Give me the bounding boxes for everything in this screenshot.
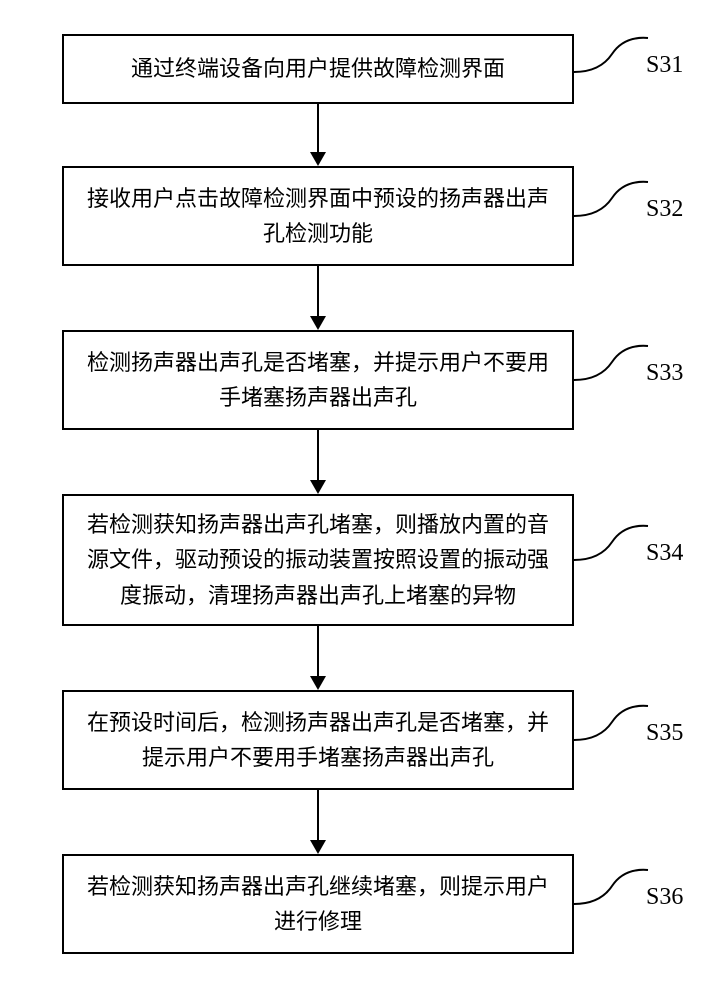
arrow-line xyxy=(317,266,319,316)
arrow-head xyxy=(310,316,326,330)
arrow-head xyxy=(310,676,326,690)
connector-curve-s36 xyxy=(572,862,650,916)
step-label-s35: S35 xyxy=(646,720,683,747)
flow-node-s36: 若检测获知扬声器出声孔继续堵塞，则提示用户进行修理 xyxy=(62,854,574,954)
node-text: 若检测获知扬声器出声孔堵塞，则播放内置的音源文件，驱动预设的振动装置按照设置的振… xyxy=(84,507,552,613)
step-label-s36: S36 xyxy=(646,884,683,911)
node-text: 检测扬声器出声孔是否堵塞，并提示用户不要用手堵塞扬声器出声孔 xyxy=(84,345,552,415)
flowchart-canvas: 通过终端设备向用户提供故障检测界面 S31 接收用户点击故障检测界面中预设的扬声… xyxy=(0,0,722,1000)
connector-curve-s32 xyxy=(572,174,650,228)
flow-node-s34: 若检测获知扬声器出声孔堵塞，则播放内置的音源文件，驱动预设的振动装置按照设置的振… xyxy=(62,494,574,626)
arrow-head xyxy=(310,152,326,166)
node-text: 在预设时间后，检测扬声器出声孔是否堵塞，并提示用户不要用手堵塞扬声器出声孔 xyxy=(84,705,552,775)
arrow-line xyxy=(317,790,319,840)
arrow-line xyxy=(317,104,319,152)
step-label-s32: S32 xyxy=(646,196,683,223)
step-label-s31: S31 xyxy=(646,52,683,79)
flow-node-s31: 通过终端设备向用户提供故障检测界面 xyxy=(62,34,574,104)
node-text: 接收用户点击故障检测界面中预设的扬声器出声孔检测功能 xyxy=(84,181,552,251)
connector-curve-s33 xyxy=(572,338,650,392)
connector-curve-s35 xyxy=(572,698,650,752)
arrow-line xyxy=(317,626,319,676)
node-text: 若检测获知扬声器出声孔继续堵塞，则提示用户进行修理 xyxy=(84,869,552,939)
step-label-s34: S34 xyxy=(646,540,683,567)
arrow-head xyxy=(310,480,326,494)
flow-node-s33: 检测扬声器出声孔是否堵塞，并提示用户不要用手堵塞扬声器出声孔 xyxy=(62,330,574,430)
flow-node-s32: 接收用户点击故障检测界面中预设的扬声器出声孔检测功能 xyxy=(62,166,574,266)
node-text: 通过终端设备向用户提供故障检测界面 xyxy=(131,51,505,86)
connector-curve-s31 xyxy=(572,30,650,84)
step-label-s33: S33 xyxy=(646,360,683,387)
connector-curve-s34 xyxy=(572,518,650,572)
arrow-line xyxy=(317,430,319,480)
flow-node-s35: 在预设时间后，检测扬声器出声孔是否堵塞，并提示用户不要用手堵塞扬声器出声孔 xyxy=(62,690,574,790)
arrow-head xyxy=(310,840,326,854)
